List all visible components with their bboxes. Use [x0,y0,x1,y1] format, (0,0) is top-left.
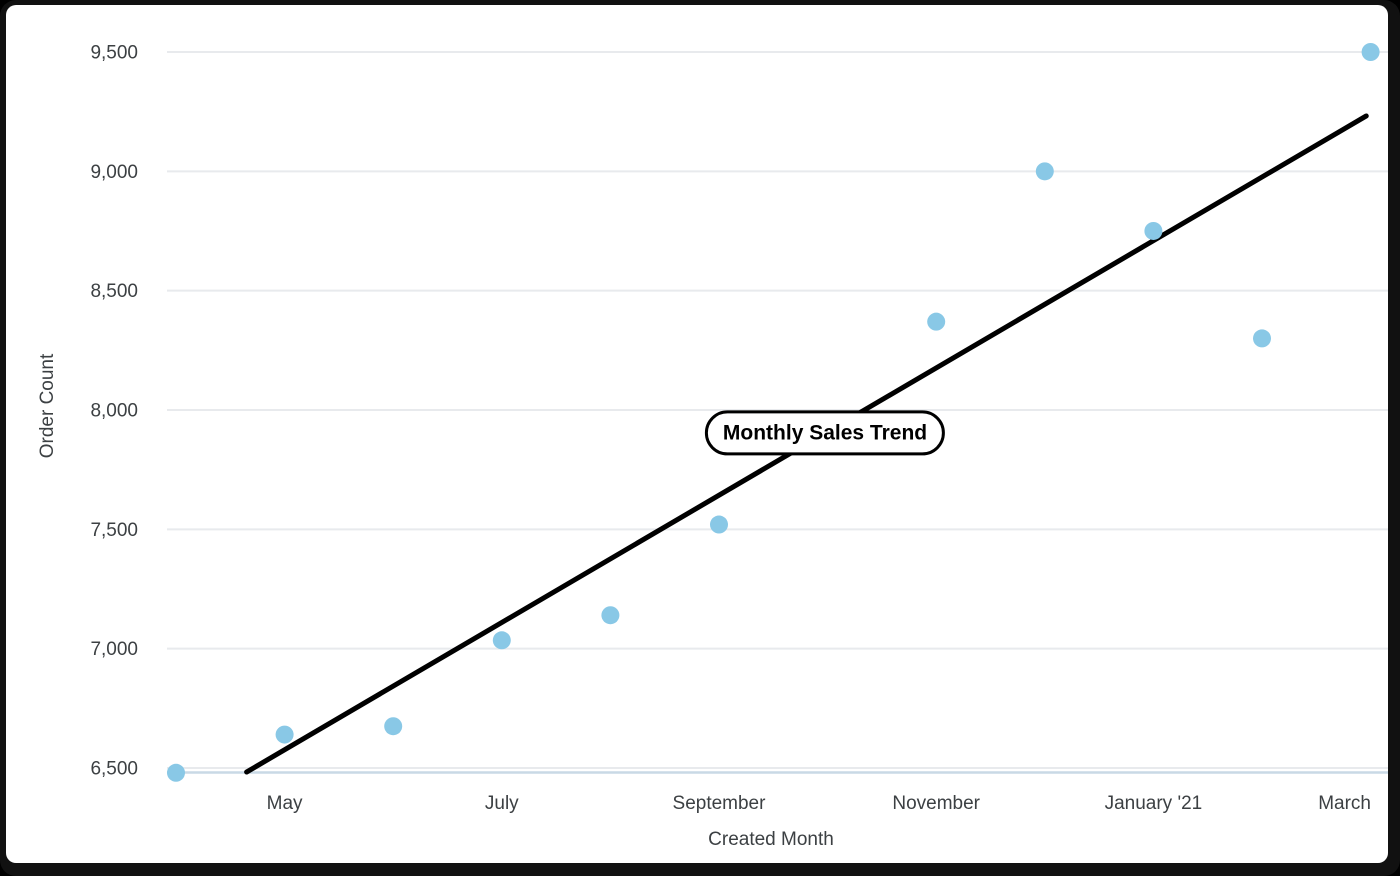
chart-title-pill: Monthly Sales Trend [704,410,946,456]
chart-title: Monthly Sales Trend [722,421,928,445]
y-axis-title: Order Count [37,353,58,459]
x-axis-title: Created Month [708,829,834,850]
chart-canvas [6,5,1388,863]
